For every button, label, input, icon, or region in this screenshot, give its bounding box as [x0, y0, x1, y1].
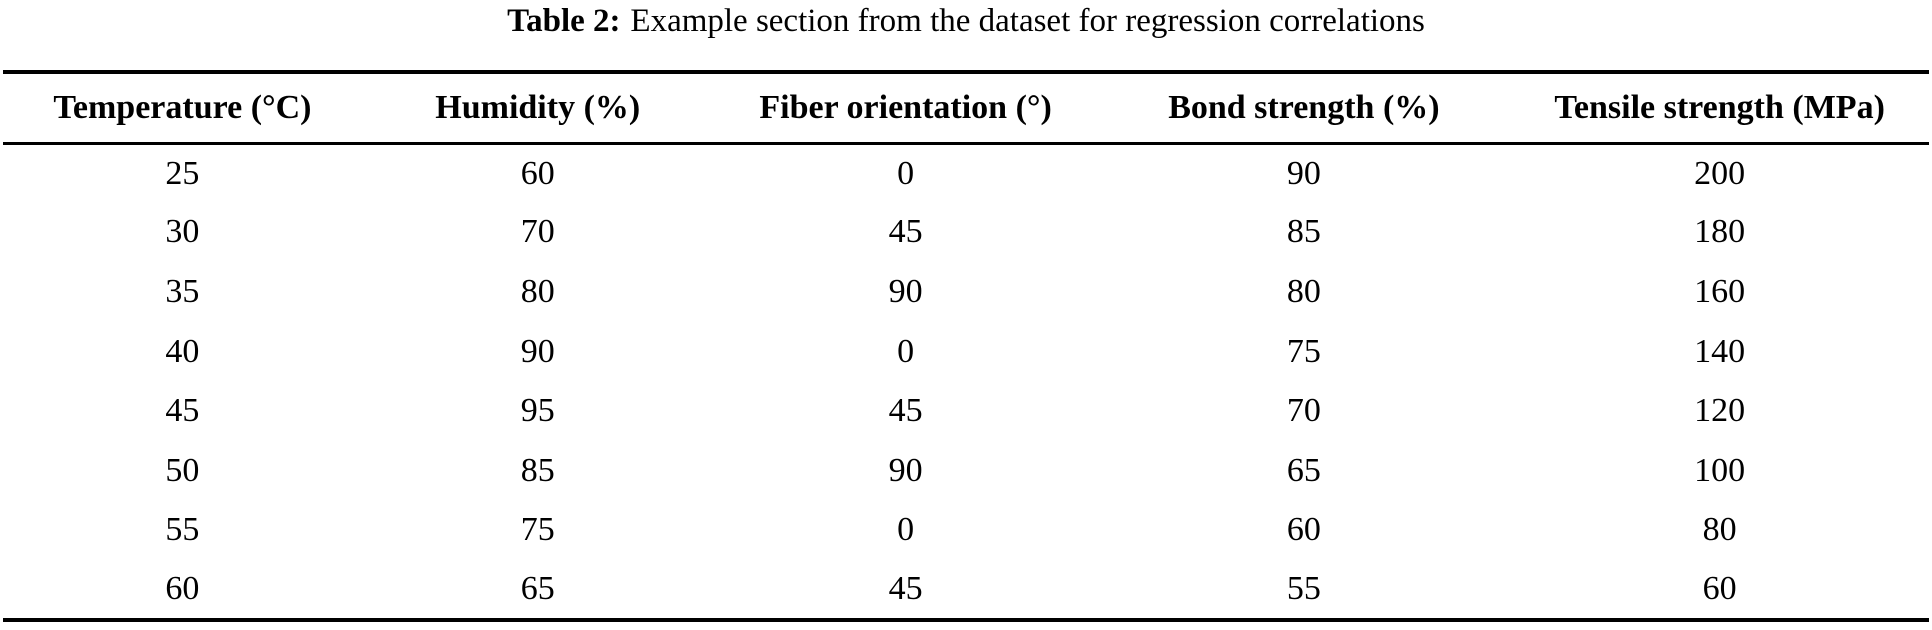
table-cell: 85 — [520, 451, 555, 489]
table-row: 35 80 90 80 160 — [3, 262, 1929, 322]
column-header-3: Fiber orientation (°) — [713, 72, 1098, 145]
table-cell: 65 — [520, 569, 555, 607]
table-row: 40 90 0 75 140 — [3, 322, 1929, 382]
table-caption-text: Example section from the dataset for reg… — [630, 3, 1425, 39]
table-caption-label: Table 2: — [507, 3, 621, 39]
column-header-2: Humidity (%) — [361, 72, 714, 145]
table-cell: 80 — [1286, 272, 1321, 310]
table-cell: 60 — [1702, 569, 1737, 607]
table-cell: 45 — [888, 569, 923, 607]
table-cell: 55 — [1286, 569, 1321, 607]
table-cell: 45 — [888, 392, 923, 430]
table-cell: 100 — [1694, 451, 1746, 489]
table-cell: 60 — [520, 154, 555, 192]
table-cell: 90 — [888, 272, 923, 310]
column-header-1: Temperature (°C) — [3, 72, 362, 145]
table-cell: 180 — [1694, 213, 1746, 251]
table-cell: 120 — [1694, 392, 1746, 430]
table-cell: 25 — [165, 154, 200, 192]
table-row: 60 65 45 55 60 — [3, 560, 1929, 620]
table-cell: 85 — [1286, 213, 1321, 251]
table-cell: 45 — [165, 392, 200, 430]
table-cell: 50 — [165, 451, 200, 489]
table-body: 25 60 0 90 200 30 70 45 85 180 35 80 90 80 160 40 90 0 75 1… — [3, 143, 1929, 620]
table-header: Temperature (°C) Humidity (%) Fiber orient… — [3, 72, 1929, 145]
table-cell: 90 — [888, 451, 923, 489]
table-cell: 65 — [1286, 451, 1321, 489]
table-cell: 90 — [520, 332, 555, 370]
table-header-row: Temperature (°C) Humidity (%) Fiber orient… — [3, 72, 1929, 145]
table-cell: 55 — [165, 511, 200, 549]
table-cell: 140 — [1694, 332, 1746, 370]
table-cell: 45 — [888, 213, 923, 251]
table-cell: 200 — [1694, 154, 1746, 192]
table-cell: 95 — [520, 392, 555, 430]
table-cell: 60 — [165, 569, 200, 607]
table-container: Temperature (°C) Humidity (%) Fiber orient… — [3, 70, 1929, 622]
table-cell: 80 — [1702, 511, 1737, 549]
table-cell: 75 — [1286, 332, 1321, 370]
table-cell: 90 — [1286, 154, 1321, 192]
table-row: 45 95 45 70 120 — [3, 381, 1929, 441]
table-row: 25 60 0 90 200 — [3, 143, 1929, 203]
table-cell: 70 — [1286, 392, 1321, 430]
table-cell: 80 — [520, 272, 555, 310]
table-row: 30 70 45 85 180 — [3, 203, 1929, 263]
table-cell: 75 — [520, 511, 555, 549]
table-cell: 0 — [897, 154, 915, 192]
column-header-4: Bond strength (%) — [1097, 72, 1511, 145]
table-row: 50 85 90 65 100 — [3, 441, 1929, 501]
table-cell: 30 — [165, 213, 200, 251]
table-caption: Table 2: Example section from the dataset… — [0, 0, 1932, 42]
table-cell: 70 — [520, 213, 555, 251]
table-cell: 160 — [1694, 272, 1746, 310]
table-row: 55 75 0 60 80 — [3, 501, 1929, 561]
regression-dataset-table: Temperature (°C) Humidity (%) Fiber orient… — [3, 70, 1929, 622]
table-cell: 0 — [897, 332, 915, 370]
table-cell: 35 — [165, 272, 200, 310]
table-cell: 0 — [897, 511, 915, 549]
column-header-5: Tensile strength (MPa) — [1510, 72, 1929, 145]
table-cell: 60 — [1286, 511, 1321, 549]
table-cell: 40 — [165, 332, 200, 370]
